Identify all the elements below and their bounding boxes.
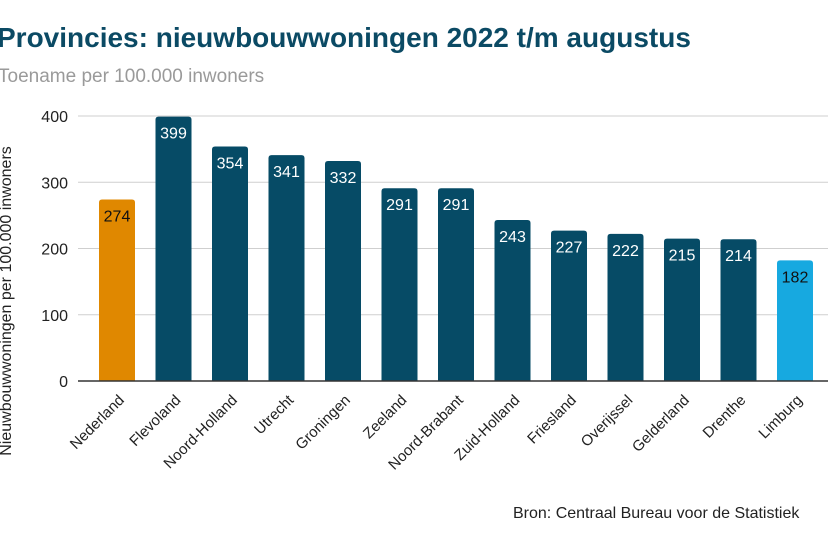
bar <box>268 155 305 381</box>
data-label: 227 <box>556 240 583 257</box>
data-label: 222 <box>612 243 639 260</box>
data-label: 354 <box>217 155 244 172</box>
bar <box>99 199 135 381</box>
x-tick-label: Gelderland <box>629 392 693 456</box>
y-tick-label: 200 <box>41 242 68 259</box>
bar <box>155 116 192 381</box>
y-tick-label: 300 <box>41 175 68 192</box>
data-label: 215 <box>669 248 696 265</box>
bar <box>551 230 587 381</box>
x-tick-label: Limburg <box>755 392 805 442</box>
chart-title: Provincies: nieuwbouwwoningen 2022 t/m a… <box>0 22 691 53</box>
x-tick-label: Zeeland <box>360 392 410 442</box>
y-tick-label: 400 <box>41 109 68 126</box>
bar <box>381 188 418 381</box>
bar <box>777 260 813 381</box>
bar <box>325 161 361 381</box>
x-tick-label: Friesland <box>524 392 580 448</box>
data-label: 291 <box>443 197 470 214</box>
x-tick-label: Utrecht <box>251 391 298 438</box>
x-tick-label: Flevoland <box>126 392 184 450</box>
data-label: 399 <box>160 126 187 143</box>
y-tick-label: 100 <box>41 308 68 325</box>
bar <box>720 239 757 381</box>
bar <box>438 188 474 381</box>
data-label: 274 <box>104 208 131 225</box>
x-tick-label: Groningen <box>292 392 354 454</box>
data-label: 243 <box>499 229 526 246</box>
data-label: 332 <box>330 170 357 187</box>
x-tick-label: Overijssel <box>578 392 637 451</box>
y-tick-label: 0 <box>59 374 68 391</box>
data-label: 182 <box>782 269 809 286</box>
y-axis-label: Nieuwbouwwoningen per 100.000 inwoners <box>0 146 15 456</box>
source-note: Bron: Centraal Bureau voor de Statistiek <box>513 505 800 522</box>
data-label: 214 <box>725 248 752 265</box>
chart-subtitle: Toename per 100.000 inwoners <box>0 66 265 87</box>
bar <box>212 146 248 381</box>
data-label: 341 <box>273 164 300 181</box>
bar <box>494 220 531 381</box>
data-label: 291 <box>386 197 413 214</box>
x-tick-label: Nederland <box>67 392 128 453</box>
bar <box>607 233 644 381</box>
bar <box>664 238 700 381</box>
x-tick-label: Drenthe <box>700 392 750 442</box>
